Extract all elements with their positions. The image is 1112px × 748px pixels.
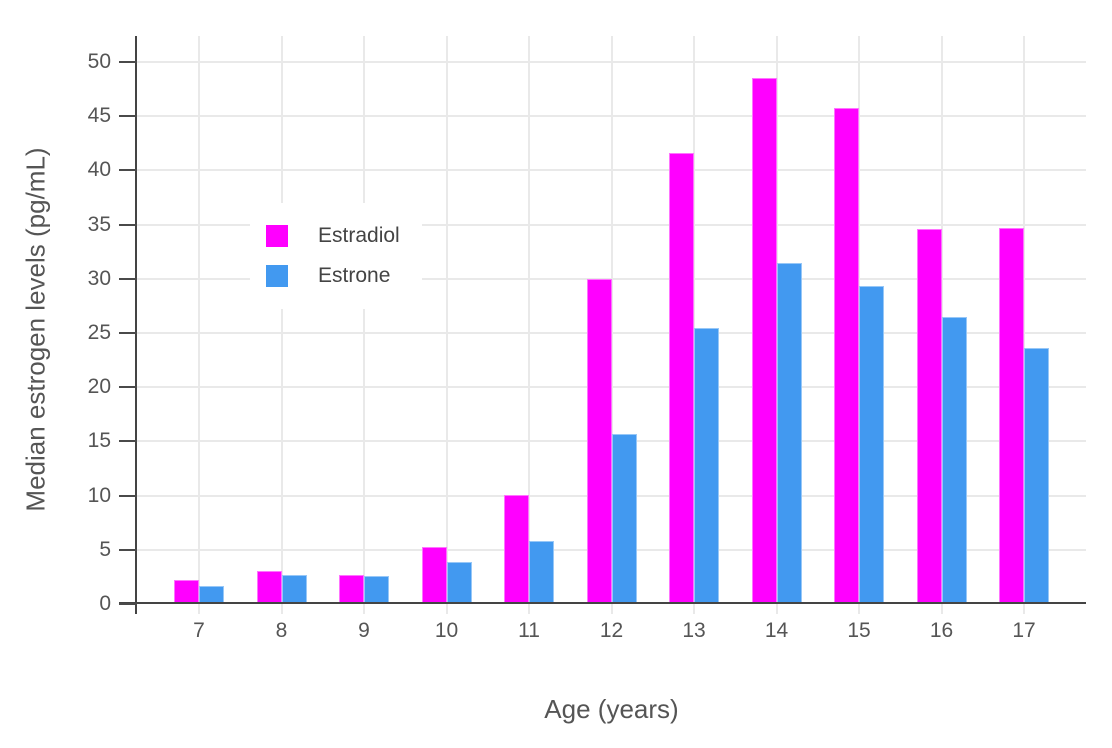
x-tick-label: 8: [275, 619, 288, 642]
x-tick-label: 14: [764, 619, 789, 642]
y-axis-tick: [119, 494, 137, 497]
x-axis-tick: [693, 604, 695, 614]
x-axis-tick: [858, 604, 860, 614]
legend-item-estrone[interactable]: Estrone: [266, 256, 400, 296]
x-axis-tick: [940, 604, 943, 614]
x-axis-tick: [1023, 604, 1025, 614]
y-axis-title: Median estrogen levels (pg/mL): [20, 147, 51, 512]
y-axis-line: [135, 36, 137, 614]
bar-estradiol-age-12: [586, 278, 612, 604]
horizontal-gridline: [137, 169, 1086, 172]
y-tick-label: 40: [87, 158, 111, 182]
x-axis-tick: [198, 604, 200, 614]
x-axis-line: [119, 602, 1086, 604]
bar-estradiol-age-16: [916, 228, 942, 604]
y-tick-label: 25: [87, 321, 111, 344]
y-axis-tick: [119, 386, 137, 389]
bar-estrone-age-12: [611, 433, 637, 604]
y-axis-tick: [119, 223, 137, 226]
y-tick-label: 20: [87, 375, 111, 399]
y-tick-label: 50: [87, 50, 111, 73]
x-axis-tick: [445, 604, 448, 614]
vertical-gridline: [280, 36, 283, 604]
horizontal-gridline: [137, 61, 1086, 63]
y-axis-tick: [119, 332, 137, 334]
x-tick-label: 16: [929, 619, 954, 642]
bar-estrone-age-7: [199, 585, 224, 604]
x-axis-tick: [775, 604, 778, 614]
y-tick-label: 30: [87, 266, 111, 290]
y-axis-tick: [119, 277, 137, 280]
y-tick-label: 45: [87, 104, 111, 128]
vertical-gridline: [445, 36, 448, 604]
y-axis-tick: [119, 440, 137, 443]
legend-label: Estrone: [318, 264, 391, 287]
x-tick-label: 15: [847, 619, 871, 642]
y-tick-label: 35: [87, 212, 111, 236]
vertical-gridline: [693, 36, 695, 604]
x-tick-label: 17: [1012, 619, 1036, 642]
bar-estrone-age-9: [364, 575, 389, 604]
vertical-gridline: [198, 36, 200, 604]
vertical-gridline: [528, 36, 530, 604]
y-tick-label: 15: [87, 429, 111, 453]
bar-estrone-age-14: [776, 262, 802, 604]
bar-estradiol-age-9: [339, 574, 364, 604]
x-tick-label: 9: [358, 619, 370, 642]
x-axis-title: Age (years): [544, 694, 679, 724]
horizontal-gridline: [137, 332, 1086, 334]
bar-estradiol-age-7: [174, 580, 199, 604]
bar-estradiol-age-8: [256, 571, 282, 604]
bar-estrone-age-16: [941, 316, 967, 604]
bar-estrone-age-17: [1024, 348, 1049, 604]
x-tick-label: 12: [599, 619, 624, 642]
legend-swatch-estrone: [266, 265, 288, 287]
x-tick-label: 10: [434, 619, 459, 642]
bar-estradiol-age-13: [669, 153, 694, 604]
x-tick-label: 7: [193, 619, 205, 642]
x-axis-tick: [610, 604, 613, 614]
bar-estradiol-age-14: [751, 78, 777, 604]
bar-estrone-age-11: [529, 541, 554, 604]
y-tick-label: 5: [99, 537, 111, 561]
legend-item-estradiol[interactable]: Estradiol: [266, 216, 400, 256]
x-tick-label: 13: [682, 619, 706, 642]
legend-swatch-estradiol: [266, 225, 288, 247]
vertical-gridline: [1023, 36, 1025, 604]
horizontal-gridline: [137, 277, 1086, 280]
y-tick-label: 10: [87, 483, 111, 507]
vertical-gridline: [363, 36, 365, 604]
y-axis-tick: [119, 169, 137, 172]
y-tick-label: 0: [99, 592, 111, 615]
legend: Estradiol Estrone: [250, 203, 422, 309]
bar-estrone-age-15: [859, 286, 884, 604]
bar-estradiol-age-15: [834, 107, 859, 604]
x-axis-tick: [363, 604, 365, 614]
bar-estrone-age-10: [446, 561, 472, 604]
horizontal-gridline: [137, 115, 1086, 118]
horizontal-gridline: [137, 386, 1086, 389]
y-axis-tick: [119, 548, 137, 551]
bar-estradiol-age-10: [421, 546, 447, 604]
x-tick-label: 11: [518, 619, 540, 642]
y-axis-tick: [119, 115, 137, 118]
bar-estrone-age-13: [694, 327, 719, 604]
horizontal-gridline: [137, 223, 1086, 226]
legend-label: Estradiol: [318, 224, 400, 247]
x-axis-tick: [280, 604, 283, 614]
bar-estrone-age-8: [281, 574, 307, 604]
vertical-gridline: [610, 36, 613, 604]
y-axis-tick: [119, 603, 137, 605]
bar-estradiol-age-11: [504, 494, 529, 604]
bar-estradiol-age-17: [999, 227, 1024, 604]
x-axis-tick: [528, 604, 530, 614]
y-axis-tick: [119, 61, 137, 63]
